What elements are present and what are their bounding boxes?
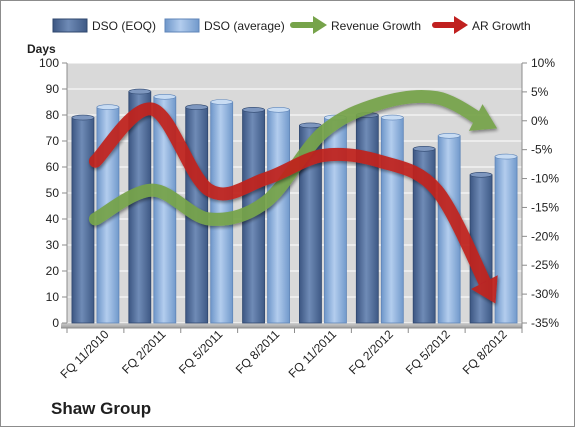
y2-tick-label: -35% <box>531 316 559 330</box>
y-tick-label: 0 <box>52 316 59 330</box>
x-tick-label: FQ 8/2012 <box>460 327 510 377</box>
y-tick-label: 40 <box>46 212 60 226</box>
y2-tick-label: -20% <box>531 229 559 243</box>
y-tick-label: 50 <box>46 186 60 200</box>
y2-tick-label: -5% <box>531 143 553 157</box>
legend-swatch-dso-average <box>164 18 200 33</box>
y2-tick-label: -15% <box>531 200 559 214</box>
arrowhead-ar-growth <box>471 275 498 304</box>
y2-tick-label: 10% <box>531 56 555 70</box>
y-tick-label: 90 <box>46 82 60 96</box>
line-series-group <box>88 90 498 304</box>
y2-tick-label: 5% <box>531 85 549 99</box>
y-tick-label: 80 <box>46 108 60 122</box>
y-tick-label: 30 <box>46 238 60 252</box>
x-tick-label: FQ 8/2011 <box>233 327 283 377</box>
x-tick-label: FQ 5/2011 <box>176 327 226 377</box>
legend-label-dso-average: DSO (average) <box>204 19 285 33</box>
y-tick-label: 70 <box>46 134 60 148</box>
line-ar-growth <box>88 102 498 304</box>
y-tick-label: 20 <box>46 264 60 278</box>
y2-tick-label: -30% <box>531 287 559 301</box>
bar-dso-average-fq-2-2012 <box>380 114 404 324</box>
bar-dso-eoq-fq-5-2012 <box>412 146 436 324</box>
legend-label-revenue-growth: Revenue Growth <box>331 19 421 33</box>
legend-label-ar-growth: AR Growth <box>472 19 531 33</box>
legend: DSO (EOQ) DSO (average) Revenue Growth A… <box>52 16 531 34</box>
y-axis-title: Days <box>27 42 56 56</box>
bar-dso-eoq-fq-2-2012 <box>355 112 379 324</box>
y2-tick-label: -10% <box>531 172 559 186</box>
y-tick-label: 10 <box>46 290 60 304</box>
arrowhead-revenue-growth <box>468 104 498 131</box>
bar-dso-average-fq-8-2012 <box>494 153 518 324</box>
company-title: Shaw Group <box>51 399 152 418</box>
bar-dso-eoq-fq-11-2011 <box>299 122 322 324</box>
x-axis-ticks: FQ 11/2010 FQ 2/2011 FQ 5/2011 FQ 8/2011 FQ … <box>57 327 523 381</box>
bar-dso-average-fq-2-2011 <box>153 94 177 324</box>
y-tick-label: 100 <box>39 56 59 70</box>
bar-dso-average-fq-8-2011 <box>267 107 290 324</box>
x-tick-label: FQ 5/2012 <box>403 327 453 377</box>
x-tick-label: FQ 11/2010 <box>57 327 111 381</box>
bar-dso-eoq-fq-2-2011 <box>128 88 152 324</box>
y-axis-right-ticks: 10% 5% 0% -5% -10% -15% -20% -25% -30% -35% <box>522 56 559 330</box>
chart-floor <box>61 323 522 328</box>
y2-tick-label: 0% <box>531 114 549 128</box>
legend-swatch-revenue-growth <box>290 16 327 34</box>
y2-tick-label: -25% <box>531 258 559 272</box>
bar-dso-average-fq-11-2011 <box>324 114 347 324</box>
y-tick-label: 60 <box>46 160 60 174</box>
bar-dso-average-fq-5-2011 <box>210 99 234 324</box>
legend-swatch-dso-eoq <box>52 18 88 33</box>
legend-label-dso-eoq: DSO (EOQ) <box>92 19 156 33</box>
y-axis-left-ticks: 0 10 20 30 40 50 60 70 80 90 100 <box>39 56 67 330</box>
x-tick-label: FQ 2/2011 <box>119 327 169 377</box>
x-tick-label: FQ 11/2011 <box>286 327 340 381</box>
x-tick-label: FQ 2/2012 <box>346 327 396 377</box>
legend-swatch-ar-growth <box>432 16 468 34</box>
